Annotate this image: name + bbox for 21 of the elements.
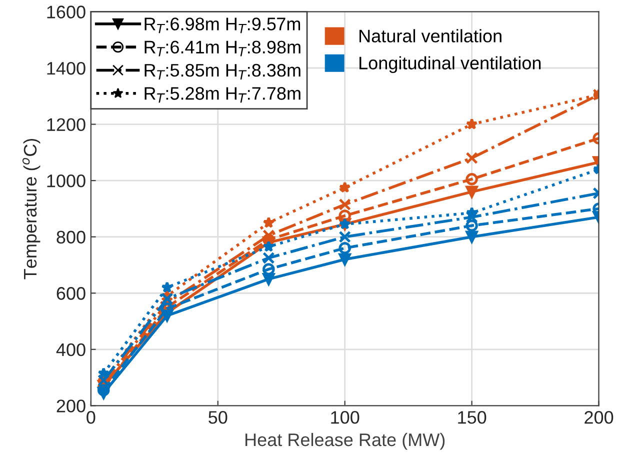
annotation: R$_{T}$:5.28m H$_{T}$:7.78m [144, 87, 300, 103]
y-tick-label: 1200 [47, 118, 86, 132]
y-tick-label: 1600 [47, 6, 86, 18]
annotation: Longitudinal ventilation [360, 56, 541, 74]
x-axis-title: Heat Release Rate (MW) [245, 432, 445, 450]
x-tick-label: 0 [86, 411, 96, 424]
y-axis-title: Temperature ($^{o}$C) [22, 138, 40, 280]
y-tick-label: 400 [56, 343, 86, 356]
annotation: R$_{T}$:6.41m H$_{T}$:8.98m [144, 40, 300, 56]
x-tick-label: 100 [331, 411, 360, 424]
y-tick-label: 200 [56, 400, 86, 412]
y-tick-label: 1000 [47, 174, 86, 188]
annotation: Natural ventilation [360, 29, 502, 42]
x-tick-label: 200 [584, 411, 614, 424]
x-tick-label: 150 [458, 411, 486, 424]
x-tick-label: 50 [208, 411, 228, 424]
annotation: R$_{T}$:5.85m H$_{T}$:8.38m [144, 64, 300, 80]
annotation: R$_{T}$:6.98m H$_{T}$:9.57m [144, 18, 300, 34]
y-tick-label: 800 [56, 230, 86, 244]
y-tick-label: 1400 [47, 62, 86, 75]
y-tick-label: 600 [56, 287, 86, 300]
